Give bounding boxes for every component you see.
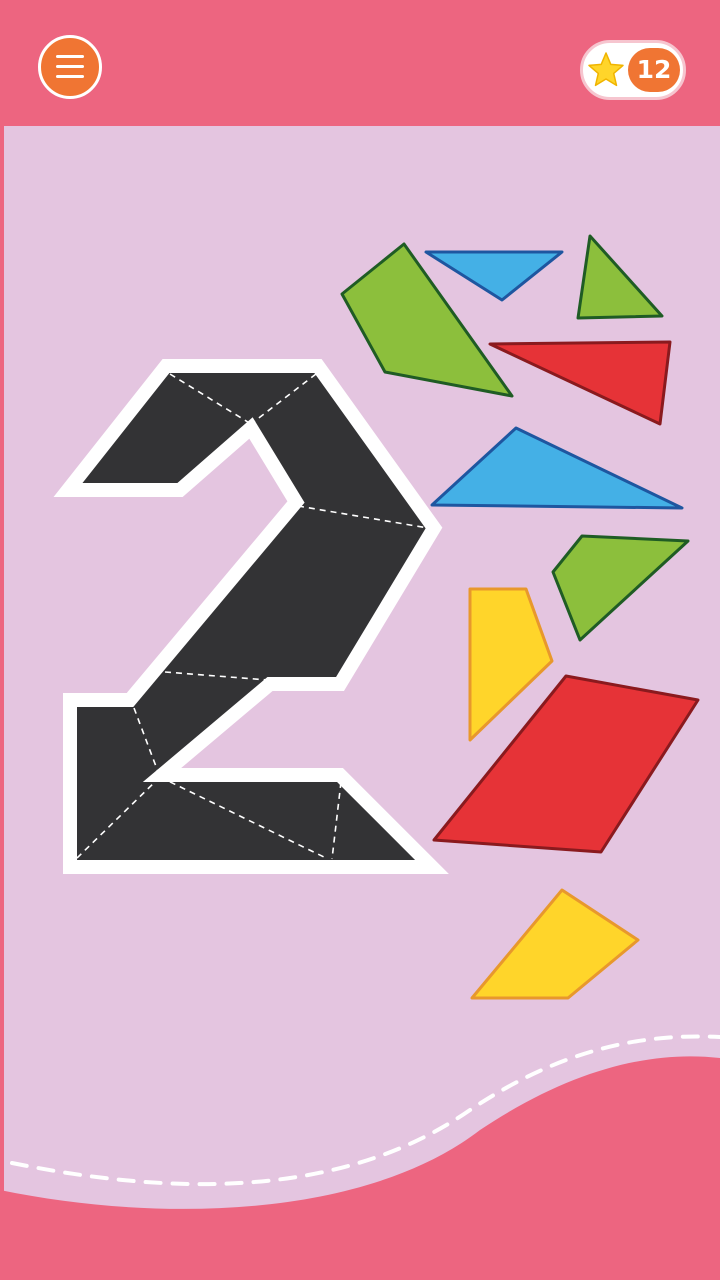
tangram-pieces <box>340 234 700 1000</box>
silhouette-piece-seams <box>75 373 429 860</box>
left-edge-strip <box>0 0 4 1280</box>
hamburger-menu-icon <box>56 55 84 79</box>
piece-green-triangle-small[interactable] <box>576 234 664 320</box>
star-icon <box>588 52 624 87</box>
menu-button[interactable] <box>38 35 102 99</box>
piece-yellow-quadrilateral-upper[interactable] <box>468 587 554 742</box>
piece-green-quadrilateral-large[interactable] <box>340 242 514 398</box>
silhouette-white-outline <box>53 359 449 874</box>
piece-red-triangle[interactable] <box>488 340 672 426</box>
score-counter: 12 <box>580 40 686 100</box>
piece-blue-triangle-small[interactable] <box>424 250 564 302</box>
piece-red-parallelogram[interactable] <box>432 674 700 854</box>
piece-green-quadrilateral-small[interactable] <box>551 534 690 642</box>
piece-yellow-quadrilateral-lower[interactable] <box>470 888 640 1000</box>
target-silhouette-digit-2 <box>53 359 449 874</box>
piece-blue-triangle-large[interactable] <box>430 426 684 510</box>
score-value: 12 <box>628 48 680 92</box>
dashed-trail <box>10 1034 720 1187</box>
bottom-wave <box>0 1056 720 1280</box>
